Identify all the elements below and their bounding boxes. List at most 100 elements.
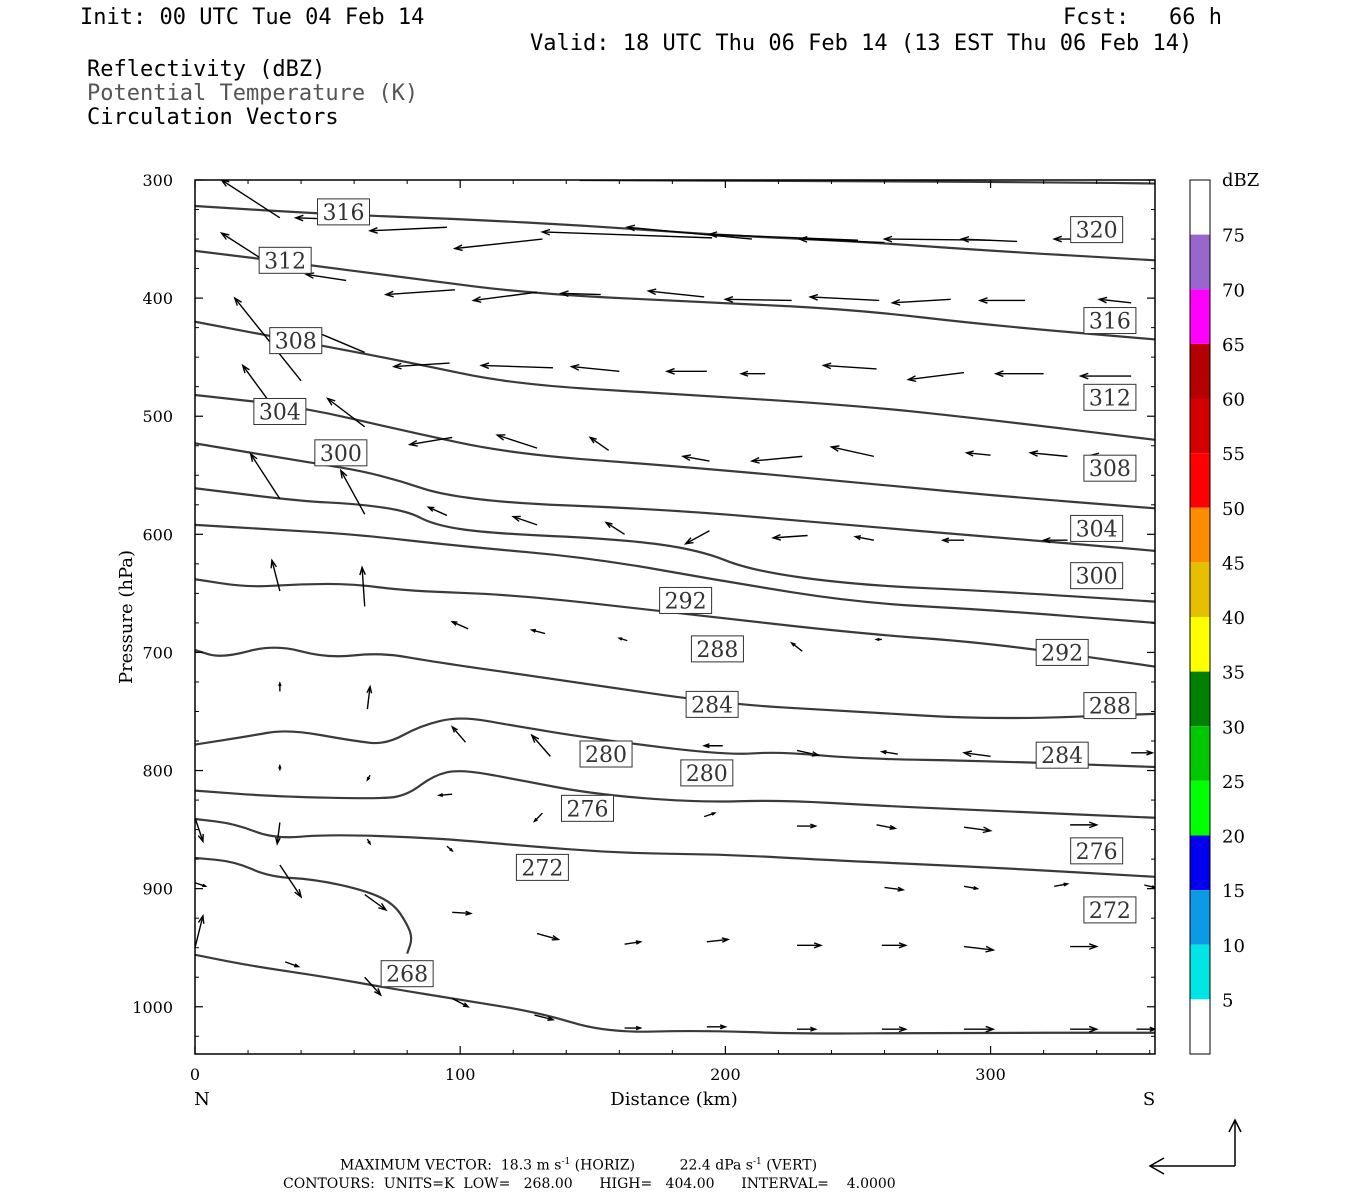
circulation-vector xyxy=(617,637,628,642)
footer-max-vector: MAXIMUM VECTOR: 18.3 m s-1 (HORIZ) 22.4 … xyxy=(340,1157,817,1174)
colorbar-segment xyxy=(1190,507,1210,563)
colorbar-segment xyxy=(1190,234,1210,290)
x-tick-label: 0 xyxy=(190,1065,200,1084)
svg-text:284: 284 xyxy=(1041,744,1083,769)
colorbar-segment xyxy=(1190,671,1210,727)
circulation-vector xyxy=(452,238,543,252)
circulation-vector xyxy=(906,371,965,383)
theta-contour-272-12 xyxy=(195,817,1155,878)
circulation-vector xyxy=(723,296,792,303)
colorbar-label: 70 xyxy=(1222,280,1245,301)
y-tick-label: 600 xyxy=(142,525,173,544)
circulation-vector xyxy=(1070,821,1099,829)
circulation-vector xyxy=(680,454,710,462)
contour-label: 292 xyxy=(1035,638,1089,666)
circulation-vector xyxy=(558,290,601,297)
circulation-vector xyxy=(383,289,455,298)
colorbar-label: 15 xyxy=(1222,881,1245,902)
circulation-vector xyxy=(279,864,303,899)
circulation-vector xyxy=(366,684,373,710)
circulation-vector xyxy=(881,942,908,949)
colorbar-label: 60 xyxy=(1222,390,1245,411)
circulation-vector xyxy=(195,913,205,948)
circulation-vector xyxy=(940,537,965,544)
circulation-vector xyxy=(964,450,991,457)
contour-label: 300 xyxy=(314,439,368,467)
circulation-vector xyxy=(339,468,366,515)
forecast-hour: Fcst: 66 h xyxy=(1063,5,1222,30)
init-time: Init: 00 UTC Tue 04 Feb 14 xyxy=(80,5,425,30)
x-tick-label: 200 xyxy=(710,1065,741,1084)
svg-text:308: 308 xyxy=(1089,457,1131,482)
svg-text:276: 276 xyxy=(566,797,608,822)
contour-label: 308 xyxy=(1083,454,1137,482)
theta-contour-316-1 xyxy=(195,204,1155,262)
theta-contour-292-7 xyxy=(195,523,1155,625)
circulation-vector xyxy=(359,565,366,607)
contour-label: 320 xyxy=(1070,216,1124,244)
svg-text:268: 268 xyxy=(386,963,428,988)
colorbar-segment xyxy=(1190,835,1210,891)
contour-label: 280 xyxy=(579,740,633,768)
circulation-vector xyxy=(706,1024,728,1030)
right-endpoint-label: S xyxy=(1143,1089,1155,1110)
circulation-vector xyxy=(367,226,447,234)
svg-text:276: 276 xyxy=(1076,840,1118,865)
colorbar-label: 20 xyxy=(1222,827,1245,848)
circulation-vector xyxy=(703,812,717,818)
valid-time: Valid: 18 UTC Thu 06 Feb 14 (13 EST Thu … xyxy=(530,31,1193,56)
contour-label: 280 xyxy=(680,759,734,787)
circulation-vector xyxy=(270,558,281,592)
circulation-vector xyxy=(195,882,208,888)
horiz-exponent: -1 xyxy=(561,1157,571,1167)
circulation-vector xyxy=(249,452,281,500)
circulation-vector xyxy=(511,515,538,526)
theta-contour-312-2 xyxy=(195,249,1155,341)
circulation-vector xyxy=(436,793,453,798)
svg-text:288: 288 xyxy=(1089,695,1131,720)
colorbar-segment xyxy=(1190,944,1210,1000)
x-tick-label: 300 xyxy=(975,1065,1006,1084)
circulation-vector xyxy=(881,1026,908,1033)
svg-text:280: 280 xyxy=(585,743,627,768)
circulation-vector xyxy=(1070,1025,1099,1033)
circulation-vector xyxy=(884,886,906,892)
circulation-vector xyxy=(702,743,723,749)
max-horiz-value: 18.3 m s xyxy=(500,1157,562,1174)
theta-contour-280-10 xyxy=(195,717,1155,769)
circulation-vector xyxy=(797,235,885,244)
colorbar: 5 10 15 20 25 30 35 40 45 50 55 60 65 70 75 xyxy=(1189,179,1245,1055)
circulation-vector xyxy=(233,296,302,382)
colorbar-segment xyxy=(1190,726,1210,781)
contour-label: 272 xyxy=(515,853,569,881)
circulation-vector xyxy=(977,297,1026,304)
circulation-vector xyxy=(530,733,551,757)
circulation-vector xyxy=(790,641,803,652)
circulation-vector xyxy=(588,436,610,452)
theta-contour-268-13 xyxy=(195,856,413,954)
circulation-vector xyxy=(771,533,808,541)
colorbar-segment xyxy=(1190,453,1210,508)
circulation-vector xyxy=(479,362,554,370)
theta-contour-276-11 xyxy=(195,770,1155,819)
contour-label: 312 xyxy=(258,246,312,274)
max-vert-value: 22.4 dPa s xyxy=(679,1157,753,1174)
circulation-vector xyxy=(407,436,453,447)
x-axis-label: Distance (km) xyxy=(610,1089,737,1110)
vert-unit: (VERT) xyxy=(766,1157,818,1174)
colorbar-segment xyxy=(1190,343,1210,399)
colorbar-segment xyxy=(1190,180,1210,235)
circulation-vector xyxy=(749,455,803,464)
field-circulation-vectors: Circulation Vectors xyxy=(87,105,339,130)
circulation-vector xyxy=(1131,749,1155,756)
field-potential-temperature: Potential Temperature (K) xyxy=(87,81,419,106)
circulation-vector xyxy=(426,506,448,517)
y-tick-label: 300 xyxy=(142,171,173,190)
svg-text:320: 320 xyxy=(1076,219,1118,244)
theta-contour-296-6 xyxy=(195,487,1155,603)
circulation-vector xyxy=(796,823,818,829)
colorbar-label: 40 xyxy=(1222,608,1245,629)
contour-label: 288 xyxy=(1083,692,1137,720)
circulation-vector xyxy=(1041,537,1068,544)
